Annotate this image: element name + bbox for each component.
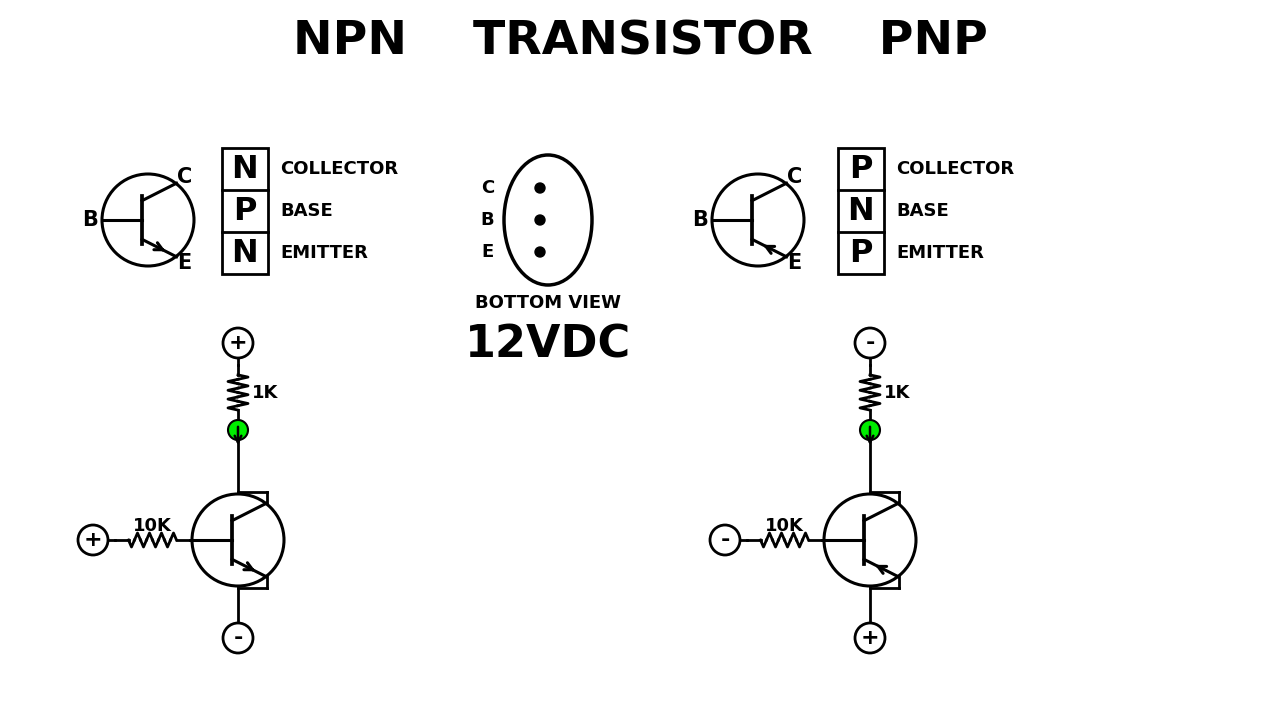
Text: E: E <box>787 253 801 273</box>
Circle shape <box>855 328 884 358</box>
Text: N: N <box>232 153 259 184</box>
Circle shape <box>102 174 195 266</box>
Text: BASE: BASE <box>280 202 333 220</box>
Text: EMITTER: EMITTER <box>896 244 984 262</box>
Text: N: N <box>232 238 259 269</box>
Text: BOTTOM VIEW: BOTTOM VIEW <box>475 294 621 312</box>
Text: BASE: BASE <box>896 202 948 220</box>
Text: C: C <box>787 167 803 187</box>
Text: -: - <box>233 628 243 648</box>
Text: NPN    TRANSISTOR    PNP: NPN TRANSISTOR PNP <box>293 19 987 65</box>
Text: -: - <box>721 530 730 550</box>
Text: 12VDC: 12VDC <box>465 323 631 366</box>
Text: 10K: 10K <box>133 517 172 535</box>
Text: +: + <box>229 333 247 353</box>
Text: 1K: 1K <box>252 384 278 402</box>
Circle shape <box>535 215 545 225</box>
Text: B: B <box>480 211 494 229</box>
Circle shape <box>860 420 881 440</box>
Text: E: E <box>178 253 192 273</box>
Bar <box>838 148 884 274</box>
Circle shape <box>228 420 248 440</box>
Ellipse shape <box>504 155 591 285</box>
Bar <box>221 148 268 274</box>
Circle shape <box>712 174 804 266</box>
Text: +: + <box>860 628 879 648</box>
Text: B: B <box>82 210 99 230</box>
Circle shape <box>223 623 253 653</box>
Text: P: P <box>849 153 873 184</box>
Text: 10K: 10K <box>765 517 804 535</box>
Text: P: P <box>849 238 873 269</box>
Circle shape <box>192 494 284 586</box>
Text: N: N <box>847 196 874 227</box>
Text: C: C <box>481 179 494 197</box>
Text: E: E <box>481 243 494 261</box>
Circle shape <box>855 623 884 653</box>
Circle shape <box>223 328 253 358</box>
Circle shape <box>824 494 916 586</box>
Text: COLLECTOR: COLLECTOR <box>280 160 398 178</box>
Text: P: P <box>233 196 257 227</box>
Text: -: - <box>865 333 874 353</box>
Text: B: B <box>692 210 708 230</box>
Text: 1K: 1K <box>884 384 910 402</box>
Circle shape <box>535 183 545 193</box>
Text: +: + <box>83 530 102 550</box>
Circle shape <box>78 525 108 555</box>
Circle shape <box>710 525 740 555</box>
Text: COLLECTOR: COLLECTOR <box>896 160 1014 178</box>
Text: C: C <box>177 167 192 187</box>
Text: EMITTER: EMITTER <box>280 244 367 262</box>
Circle shape <box>535 247 545 257</box>
